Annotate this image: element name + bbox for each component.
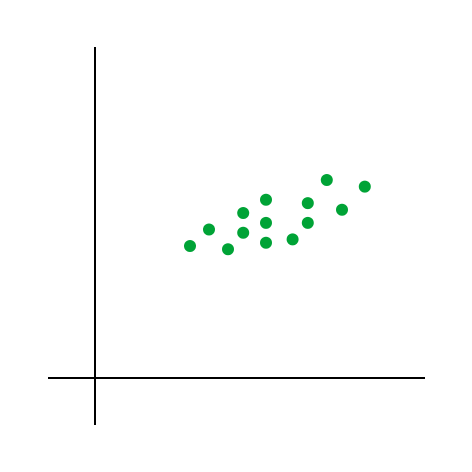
data-point	[260, 216, 272, 229]
data-point	[260, 236, 272, 249]
data-point	[358, 180, 371, 193]
data-point	[336, 203, 348, 216]
data-point	[301, 216, 314, 229]
data-point	[237, 207, 250, 219]
points-layer	[184, 174, 371, 256]
data-point	[286, 233, 299, 246]
data-point	[222, 243, 234, 256]
data-point	[203, 223, 215, 236]
data-point	[260, 193, 272, 206]
data-point	[184, 240, 196, 252]
data-point	[301, 197, 314, 210]
data-point	[237, 226, 250, 239]
data-point	[320, 174, 333, 186]
